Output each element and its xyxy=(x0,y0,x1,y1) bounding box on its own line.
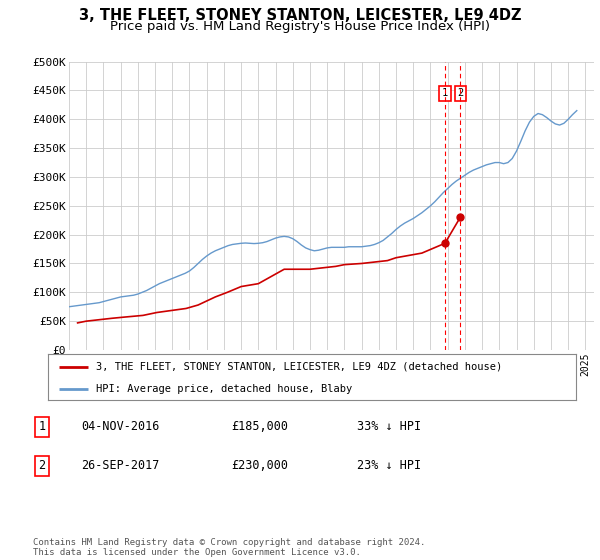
Text: HPI: Average price, detached house, Blaby: HPI: Average price, detached house, Blab… xyxy=(95,384,352,394)
Text: 2: 2 xyxy=(457,88,463,99)
Text: 1: 1 xyxy=(38,420,46,433)
Text: 26-SEP-2017: 26-SEP-2017 xyxy=(81,459,160,473)
Text: £185,000: £185,000 xyxy=(231,420,288,433)
Text: 23% ↓ HPI: 23% ↓ HPI xyxy=(357,459,421,473)
Text: 04-NOV-2016: 04-NOV-2016 xyxy=(81,420,160,433)
Text: 2: 2 xyxy=(38,459,46,473)
Text: Price paid vs. HM Land Registry's House Price Index (HPI): Price paid vs. HM Land Registry's House … xyxy=(110,20,490,34)
Text: 1: 1 xyxy=(442,88,448,99)
Text: £230,000: £230,000 xyxy=(231,459,288,473)
Text: 3, THE FLEET, STONEY STANTON, LEICESTER, LE9 4DZ: 3, THE FLEET, STONEY STANTON, LEICESTER,… xyxy=(79,8,521,23)
Text: 33% ↓ HPI: 33% ↓ HPI xyxy=(357,420,421,433)
Text: Contains HM Land Registry data © Crown copyright and database right 2024.
This d: Contains HM Land Registry data © Crown c… xyxy=(33,538,425,557)
Text: 3, THE FLEET, STONEY STANTON, LEICESTER, LE9 4DZ (detached house): 3, THE FLEET, STONEY STANTON, LEICESTER,… xyxy=(95,362,502,372)
